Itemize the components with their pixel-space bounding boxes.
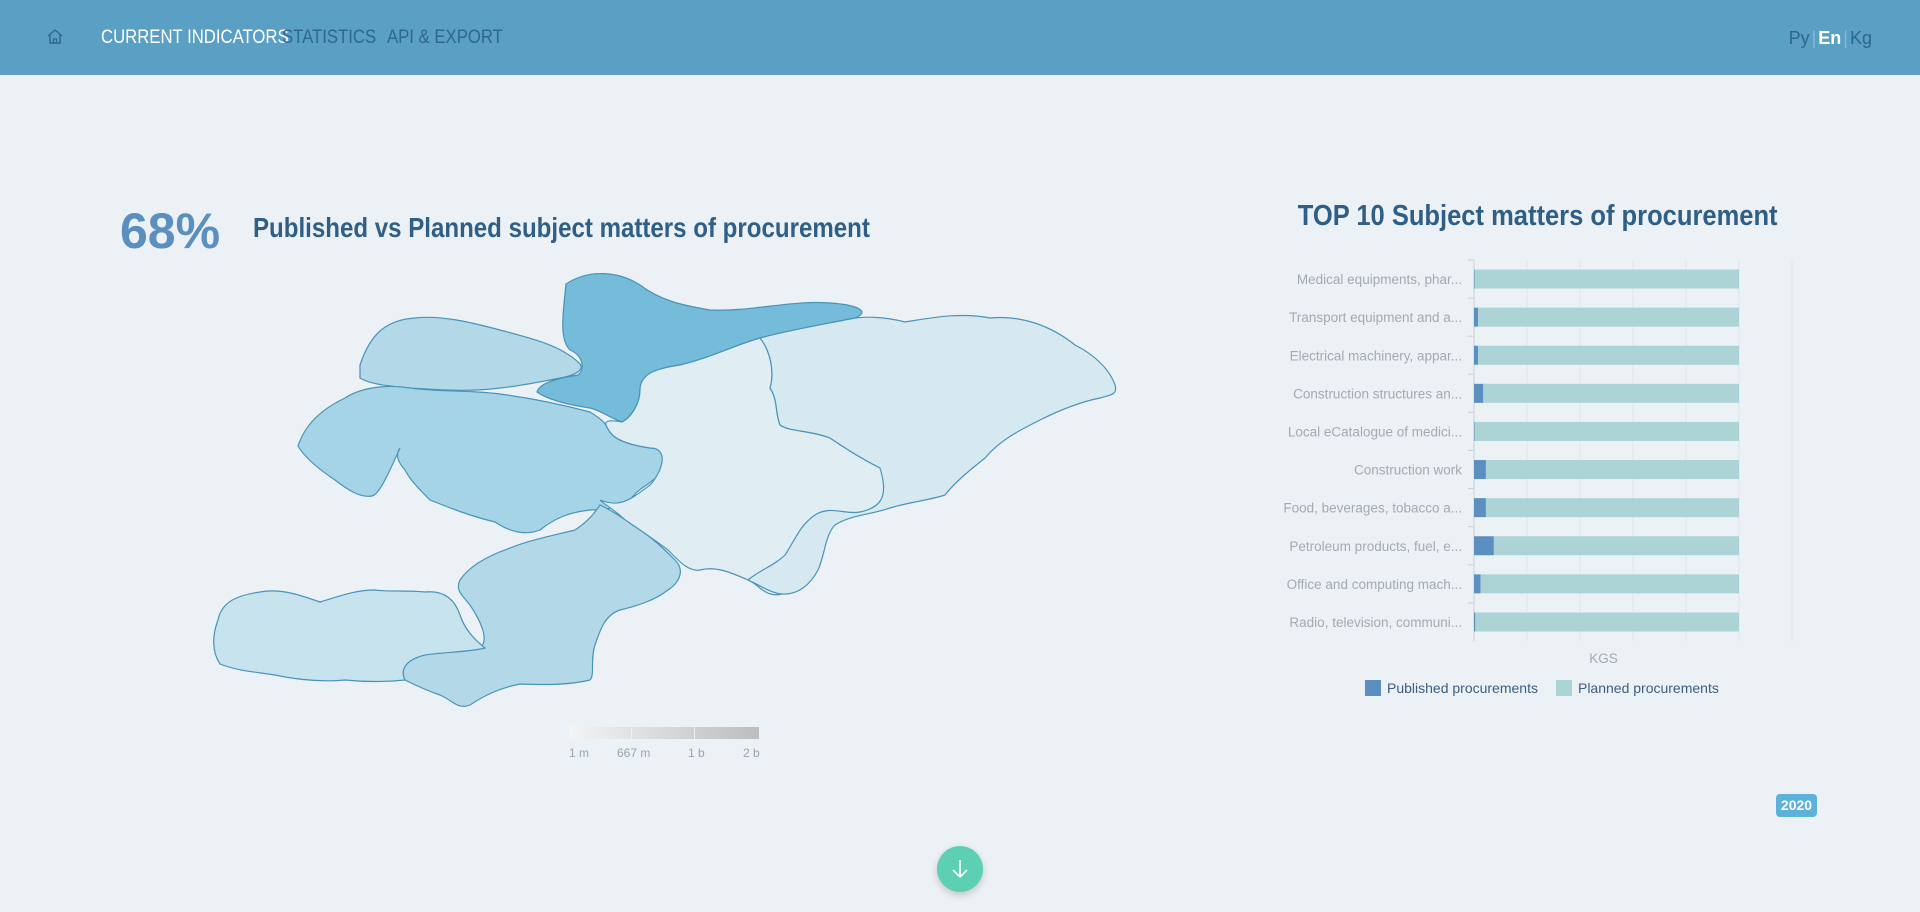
category-label: Petroleum products, fuel, e... <box>1289 539 1462 554</box>
arrow-down-icon <box>952 860 968 879</box>
language-switcher: Ру | En | Kg <box>1789 28 1872 49</box>
top10-bar-chart: Medical equipments, phar... Transport equ… <box>1283 259 1793 666</box>
category-label: Medical equipments, phar... <box>1297 272 1462 287</box>
published-bar[interactable] <box>1474 612 1476 632</box>
legend-item-planned[interactable]: Planned procurements <box>1555 680 1719 696</box>
chart-title: TOP 10 Subject matters of procurement <box>1260 200 1815 233</box>
nav-api-export[interactable]: API & EXPORT <box>387 27 503 48</box>
category-label: Local eCatalogue of medici... <box>1288 424 1462 439</box>
legend-swatch <box>1365 680 1381 696</box>
language-ru[interactable]: Ру <box>1788 28 1810 48</box>
scale-label-2: 667 m <box>617 746 651 760</box>
published-bar[interactable] <box>1474 269 1475 289</box>
map-color-scale <box>569 727 759 739</box>
nav-statistics[interactable]: STATISTICS <box>282 27 377 48</box>
published-bar[interactable] <box>1474 383 1484 403</box>
chart-legend: Published procurements Planned procuremen… <box>1365 680 1737 699</box>
map-region-talas[interactable] <box>359 316 582 391</box>
category-label: Electrical machinery, appar... <box>1290 348 1462 363</box>
planned-bar[interactable] <box>1477 345 1739 365</box>
published-bar[interactable] <box>1474 574 1481 594</box>
map-title: Published vs Planned subject matters of … <box>253 212 870 243</box>
planned-bar[interactable] <box>1485 460 1739 480</box>
legend-swatch <box>1555 680 1572 696</box>
language-separator: | <box>1811 28 1817 48</box>
home-icon[interactable] <box>44 26 66 48</box>
category-label: Radio, television, communi... <box>1289 615 1462 630</box>
planned-bar[interactable] <box>1475 612 1739 632</box>
category-label: Office and computing mach... <box>1287 577 1462 592</box>
x-axis-title: KGS <box>1589 651 1618 666</box>
planned-bar[interactable] <box>1474 421 1739 441</box>
language-kg[interactable]: Kg <box>1849 28 1872 48</box>
scale-label-min: 1 m <box>569 746 590 760</box>
language-separator: | <box>1843 28 1848 48</box>
published-bar[interactable] <box>1474 421 1475 441</box>
scale-label-max: 2 b <box>743 746 760 760</box>
published-bar[interactable] <box>1474 536 1494 556</box>
planned-bar[interactable] <box>1474 269 1739 289</box>
map-region-issyk-kul[interactable] <box>746 314 1117 595</box>
published-percent: 68% <box>120 203 221 259</box>
category-label: Food, beverages, tobacco a... <box>1283 501 1462 516</box>
planned-bar[interactable] <box>1477 307 1739 327</box>
planned-bar[interactable] <box>1485 498 1739 518</box>
published-bar[interactable] <box>1474 460 1486 480</box>
year-badge[interactable]: 2020 <box>1776 794 1817 817</box>
scale-label-3: 1 b <box>688 746 705 760</box>
language-en[interactable]: En <box>1818 28 1842 48</box>
category-label: Construction work <box>1354 463 1462 478</box>
legend-item-published[interactable]: Published procurements <box>1365 680 1538 696</box>
scroll-down-button[interactable] <box>937 846 983 892</box>
legend-label: Planned procurements <box>1577 680 1719 696</box>
category-label: Transport equipment and a... <box>1289 310 1462 325</box>
published-bar[interactable] <box>1474 345 1478 365</box>
category-label: Construction structures an... <box>1293 386 1462 401</box>
legend-label: Published procurements <box>1387 680 1538 696</box>
planned-bar[interactable] <box>1480 574 1739 594</box>
published-bar[interactable] <box>1474 498 1486 518</box>
region-map <box>213 273 1117 707</box>
published-bar[interactable] <box>1474 307 1478 327</box>
map-region-batken[interactable] <box>213 589 487 683</box>
planned-bar[interactable] <box>1493 536 1739 556</box>
nav-current-indicators[interactable]: CURRENT INDICATORS <box>101 27 289 48</box>
chart-title-text: TOP 10 Subject matters of procurement <box>1297 200 1778 232</box>
top-navigation-bar: CURRENT INDICATORS STATISTICS API & EXPO… <box>0 0 1920 75</box>
planned-bar[interactable] <box>1483 383 1739 403</box>
